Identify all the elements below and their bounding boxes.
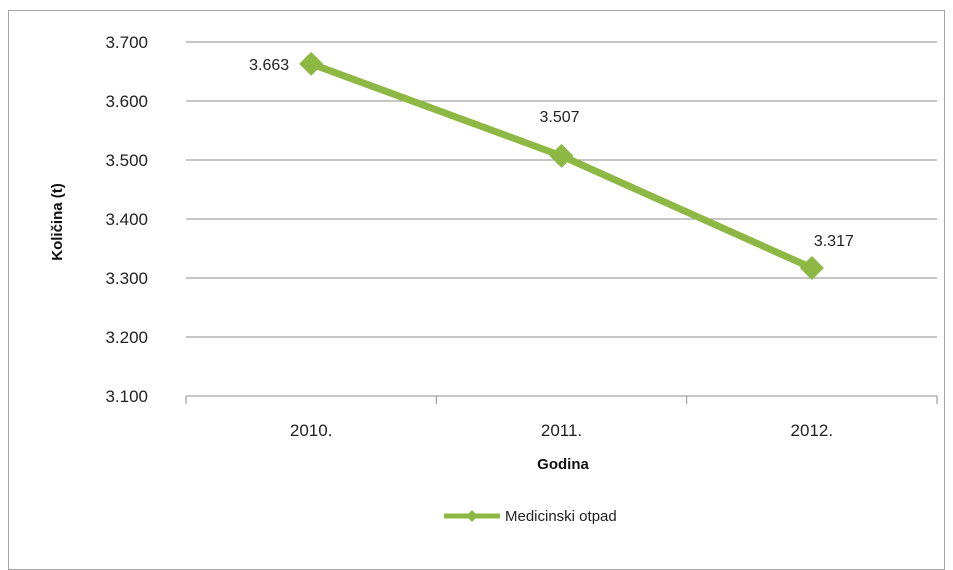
chart-frame [8,10,945,570]
x-tick-label-2: 2012. [791,421,834,440]
y-tick-label-5: 3.600 [105,92,148,111]
data-label-0: 3.663 [249,57,289,74]
data-label-1: 3.507 [540,109,580,126]
y-axis-title: Količina (t) [49,183,66,261]
data-point-2 [799,255,824,280]
data-labels: 3.663 3.507 3.317 [249,57,854,250]
y-tick-label-2: 3.300 [105,269,148,288]
legend-swatch-marker [466,510,478,522]
y-tick-label-3: 3.400 [105,210,148,229]
y-tick-label-1: 3.200 [105,328,148,347]
data-point-0 [299,51,324,76]
y-tick-label-0: 3.100 [105,387,148,406]
data-label-2: 3.317 [814,233,854,250]
series-group [299,51,824,280]
y-tick-labels: 3.100 3.200 3.300 3.400 3.500 3.600 3.700 [105,33,148,406]
x-tick-label-0: 2010. [290,421,333,440]
y-tick-label-6: 3.700 [105,33,148,52]
x-axis: 2010. 2011. 2012. [185,396,938,440]
y-tick-label-4: 3.500 [105,151,148,170]
gridlines [186,41,937,397]
data-point-1 [549,143,574,168]
legend-label: Medicinski otpad [505,508,617,525]
x-axis-title: Godina [537,456,589,473]
legend: Medicinski otpad [444,508,617,525]
x-tick-label-1: 2011. [541,421,582,440]
